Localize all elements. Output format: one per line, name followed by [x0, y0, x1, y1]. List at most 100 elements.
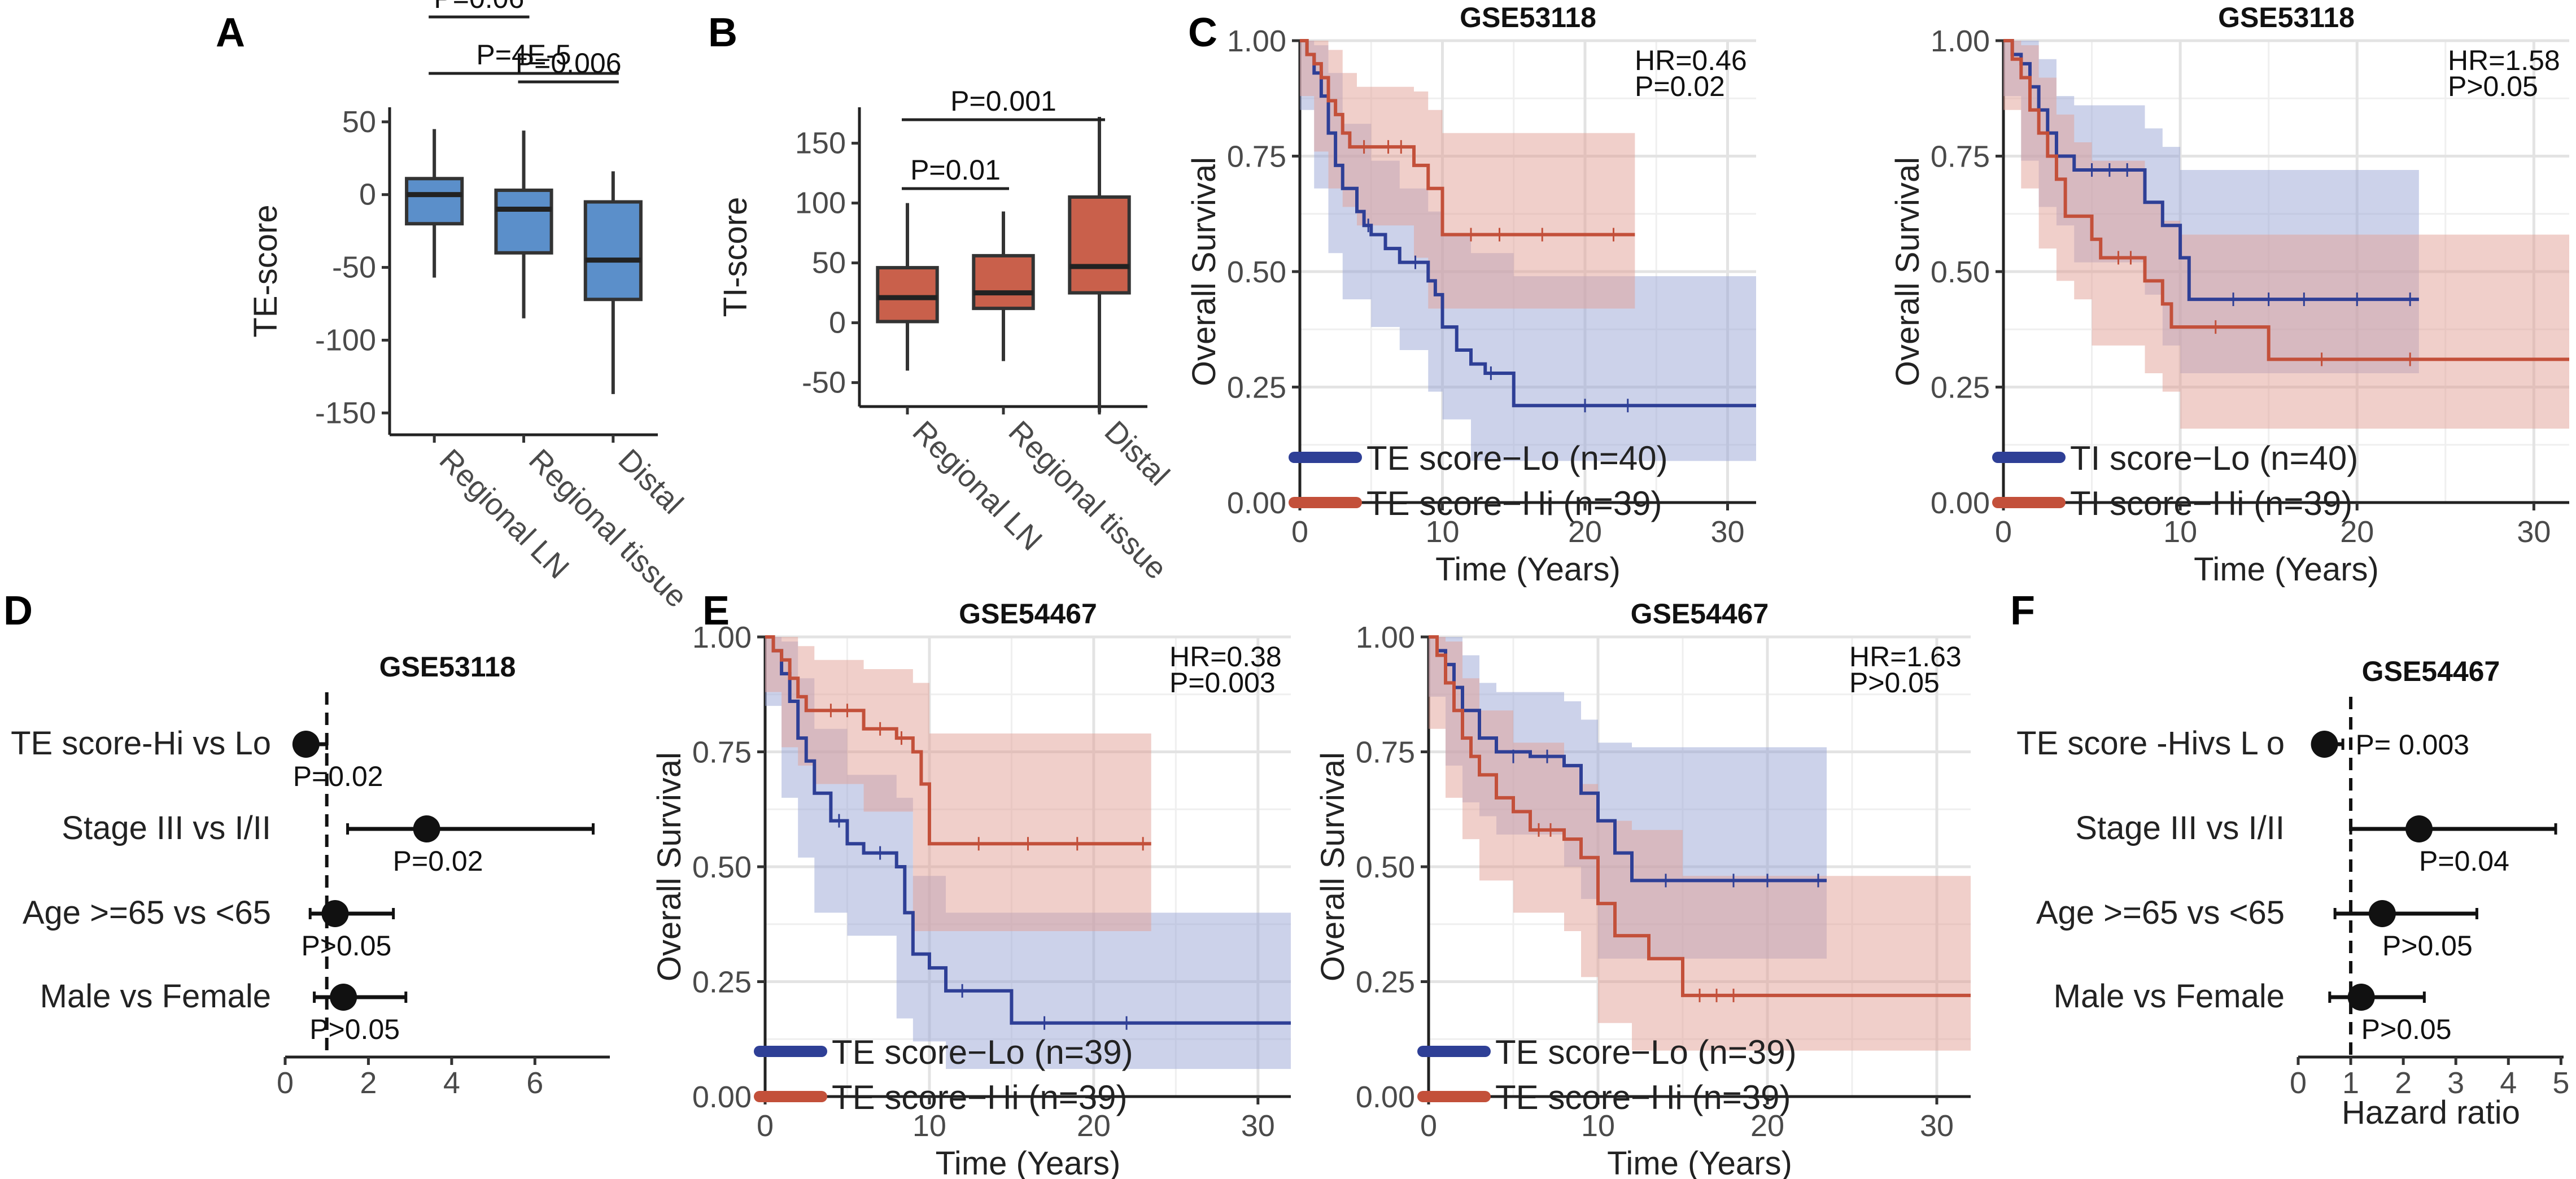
y-tick-label: 0.00: [1356, 1080, 1415, 1114]
y-axis-label: Overall Survival: [651, 752, 688, 981]
y-tick-label: 0: [829, 306, 846, 340]
y-tick-label: 0.50: [692, 850, 752, 884]
comparison-p-value: P=0.01: [910, 154, 1001, 186]
x-tick-label: 0: [2290, 1066, 2307, 1100]
y-tick-label: 150: [795, 126, 846, 160]
x-tick-label: 0: [757, 1109, 774, 1143]
forest-hr-point: [330, 984, 357, 1011]
panel-e-te-score-km-gse54467: 0.00 0.25 0.50 0.75 1.00 0 10 20 30 Time (Years) O…: [651, 598, 1291, 1179]
y-tick-label: 0.25: [1227, 371, 1286, 405]
y-tick-label: -50: [802, 366, 846, 400]
hazard-stat-label: HR=1.58: [2448, 45, 2560, 76]
y-tick-label: 0.50: [1227, 255, 1286, 289]
y-tick-label: 0.50: [1931, 255, 1990, 289]
legend-label-lo: TE score−Lo (n=39): [1495, 1033, 1797, 1071]
forest-hr-point: [2405, 815, 2433, 842]
lo-confidence-band: [1300, 41, 1756, 461]
y-axis-label: Overall Survival: [1315, 752, 1351, 981]
forest-p-value: P>0.05: [301, 930, 391, 962]
y-tick-label: 1.00: [1356, 621, 1415, 654]
panel-letter-f: F: [2010, 588, 2035, 634]
panel-letter-d: D: [3, 588, 33, 634]
panel-letter-e: E: [702, 588, 730, 634]
hazard-stat-label: P=0.02: [1635, 71, 1725, 102]
x-axis-label: Time (Years): [1435, 551, 1621, 588]
hi-survival-curve: [765, 635, 1151, 846]
y-tick-label: 0.75: [692, 736, 752, 770]
hi-survival-curve: [1300, 39, 1635, 237]
x-tick-label: 20: [1077, 1109, 1111, 1143]
chart-title: GSE54467: [1631, 598, 1769, 630]
y-axis-label: Overall Survival: [1889, 157, 1926, 386]
forest-p-value: P=0.02: [293, 761, 383, 792]
hi-confidence-band: [1300, 41, 1635, 309]
forest-row-label: Male vs Female: [40, 978, 271, 1015]
legend-label-lo: TE score−Lo (n=39): [832, 1033, 1133, 1071]
forest-row-label: Stage III vs I/II: [2075, 810, 2285, 846]
forest-hr-point: [321, 900, 349, 927]
hi-confidence-band: [2003, 41, 2569, 429]
x-tick-label: 4: [443, 1066, 460, 1100]
box-body: [1068, 195, 1131, 295]
forest-p-value: P>0.05: [309, 1014, 400, 1045]
x-tick-label: 10: [912, 1109, 946, 1143]
forest-p-value: P=0.04: [2419, 845, 2509, 877]
x-tick-label: 30: [1241, 1109, 1275, 1143]
legend-label-hi: TE score−Hi (n=39): [1366, 484, 1662, 522]
chart-title: GSE53118: [1460, 2, 1596, 33]
x-tick-label: 4: [2500, 1066, 2517, 1100]
lo-survival-curve: [1300, 39, 1756, 408]
legend-label-hi: TE score−Hi (n=39): [1495, 1078, 1791, 1116]
box-body: [583, 200, 643, 302]
forest-hr-point: [2311, 731, 2338, 758]
x-tick-label: 1: [2342, 1066, 2359, 1100]
y-tick-label: 0.75: [1931, 140, 1990, 174]
forest-p-value: P=0.02: [393, 845, 483, 877]
x-tick-label: 30: [1920, 1109, 1954, 1143]
panel-c-te-score-km-gse53118: 0.00 0.25 0.50 0.75 1.00 0 10 20 30 Time (Years) O…: [1186, 2, 1756, 588]
y-tick-label: 1.00: [1227, 24, 1286, 58]
x-tick-label: 2: [360, 1066, 377, 1100]
hazard-stat-label: P>0.05: [1849, 667, 1940, 698]
x-tick-label: 30: [1710, 515, 1744, 549]
comparison-p-value: P=0.06: [434, 0, 524, 14]
y-tick-label: 0.00: [1931, 486, 1990, 520]
x-axis-label: Time (Years): [2194, 551, 2379, 588]
y-tick-label: 0.00: [1227, 486, 1286, 520]
box-body: [494, 188, 553, 255]
y-tick-label: 0.50: [1356, 850, 1415, 884]
box-body: [972, 254, 1035, 311]
panel-d-forest-gse53118: GSE53118 0 2 4 6 TE score-Hi vs Lo P=0.02 Stage…: [11, 651, 610, 1100]
x-tick-label: 5: [2552, 1066, 2569, 1100]
x-tick-label: 10: [2163, 515, 2197, 549]
x-tick-label: 10: [1425, 515, 1459, 549]
panel-e-te-score-km-gse54467-second: 0.00 0.25 0.50 0.75 1.00 0 10 20 30 Time (Years) O…: [1315, 598, 1971, 1179]
forest-p-value: P>0.05: [2361, 1014, 2452, 1045]
lo-confidence-band: [765, 637, 1291, 1069]
panel-letter-a: A: [216, 10, 245, 55]
x-tick-label: 10: [1581, 1109, 1615, 1143]
hi-survival-curve: [1429, 635, 1971, 997]
hi-confidence-band: [1429, 637, 1971, 1051]
chart-title: GSE54467: [2362, 656, 2500, 687]
x-tick-label: 30: [2517, 515, 2551, 549]
forest-p-value: P= 0.003: [2356, 729, 2470, 761]
y-tick-label: 0.75: [1356, 736, 1415, 770]
y-tick-label: 0.00: [692, 1080, 752, 1114]
panel-letter-c: C: [1188, 10, 1217, 55]
panel-c-ti-score-km-gse53118: 0.00 0.25 0.50 0.75 1.00 0 10 20 30 Time (Years) O…: [1889, 2, 2569, 588]
legend-label-hi: TE score−Hi (n=39): [832, 1078, 1128, 1116]
forest-hr-point: [413, 815, 440, 842]
x-axis-label: Hazard ratio: [2342, 1094, 2520, 1131]
legend-label-hi: TI score−Hi (n=39): [2070, 484, 2352, 522]
forest-p-value: P>0.05: [2382, 930, 2473, 962]
x-tick-label: 20: [1568, 515, 1602, 549]
forest-row-label: Male vs Female: [2054, 978, 2285, 1015]
hazard-stat-label: P>0.05: [2448, 71, 2538, 102]
x-tick-label: 6: [526, 1066, 543, 1100]
y-axis-label: TE-score: [247, 204, 284, 337]
x-axis-label: Time (Years): [936, 1145, 1121, 1179]
chart-title: GSE54467: [959, 598, 1097, 630]
y-tick-label: 0.25: [1931, 371, 1990, 405]
